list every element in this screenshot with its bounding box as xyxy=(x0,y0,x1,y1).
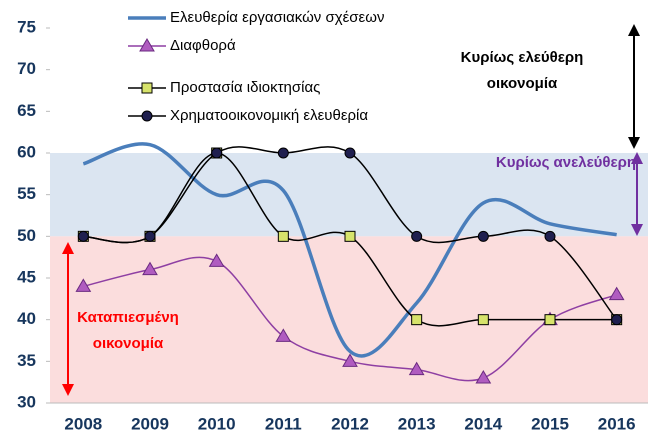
x-tick-label: 2016 xyxy=(598,414,636,433)
marker xyxy=(342,353,358,367)
marker xyxy=(75,278,92,292)
y-tick-label: 75 xyxy=(17,17,36,36)
legend-label: Προστασία ιδιοκτησίας xyxy=(170,79,320,96)
marker xyxy=(411,230,423,242)
y-tick-label: 65 xyxy=(17,101,36,120)
legend-marker xyxy=(141,110,153,122)
x-tick-label: 2008 xyxy=(64,414,102,433)
marker xyxy=(277,230,289,242)
marker xyxy=(475,370,492,384)
y-tick-label: 50 xyxy=(17,226,36,245)
marker xyxy=(611,314,623,326)
marker xyxy=(608,286,625,301)
y-tick-label: 45 xyxy=(17,267,36,286)
marker xyxy=(544,230,556,242)
marker xyxy=(211,147,223,159)
y-tick-label: 35 xyxy=(17,351,36,370)
marker xyxy=(477,314,489,326)
marker xyxy=(544,314,556,326)
marker xyxy=(275,328,292,342)
x-tick-label: 2012 xyxy=(331,414,369,433)
marker xyxy=(277,147,289,159)
marker xyxy=(408,361,425,376)
marker xyxy=(344,147,356,159)
annotation: οικονομία xyxy=(487,75,558,92)
x-tick-label: 2009 xyxy=(131,414,169,433)
x-tick-label: 2011 xyxy=(265,414,302,433)
marker xyxy=(411,314,423,326)
series-line xyxy=(83,152,617,327)
y-tick-label: 40 xyxy=(17,309,36,328)
y-tick-label: 30 xyxy=(17,392,36,411)
x-tick-label: 2013 xyxy=(398,414,436,433)
x-tick-label: 2010 xyxy=(198,414,236,433)
marker xyxy=(208,253,225,267)
marker xyxy=(144,230,156,242)
y-tick-label: 70 xyxy=(17,59,36,78)
x-tick-label: 2015 xyxy=(531,414,569,433)
series-line xyxy=(82,142,617,358)
annotation: οικονομία xyxy=(93,335,164,352)
legend-marker xyxy=(139,38,155,52)
x-tick-label: 2014 xyxy=(464,414,502,433)
legend-marker xyxy=(141,82,153,94)
marker xyxy=(77,230,89,242)
marker xyxy=(142,261,158,276)
annotation: Καταπιεσμένη xyxy=(77,309,179,326)
annotation: Κυρίως ανελεύθερη xyxy=(496,154,636,171)
annotation: Κυρίως ελεύθερη xyxy=(461,49,584,66)
legend-label: Ελευθερία εργασιακών σχέσεων xyxy=(170,9,384,26)
y-tick-label: 60 xyxy=(17,142,36,161)
legend-label: Διαφθορά xyxy=(170,37,236,54)
marker xyxy=(477,230,489,242)
legend-label: Χρηματοοικονομική ελευθερία xyxy=(170,107,368,124)
marker xyxy=(344,230,356,242)
y-tick-label: 55 xyxy=(17,184,36,203)
